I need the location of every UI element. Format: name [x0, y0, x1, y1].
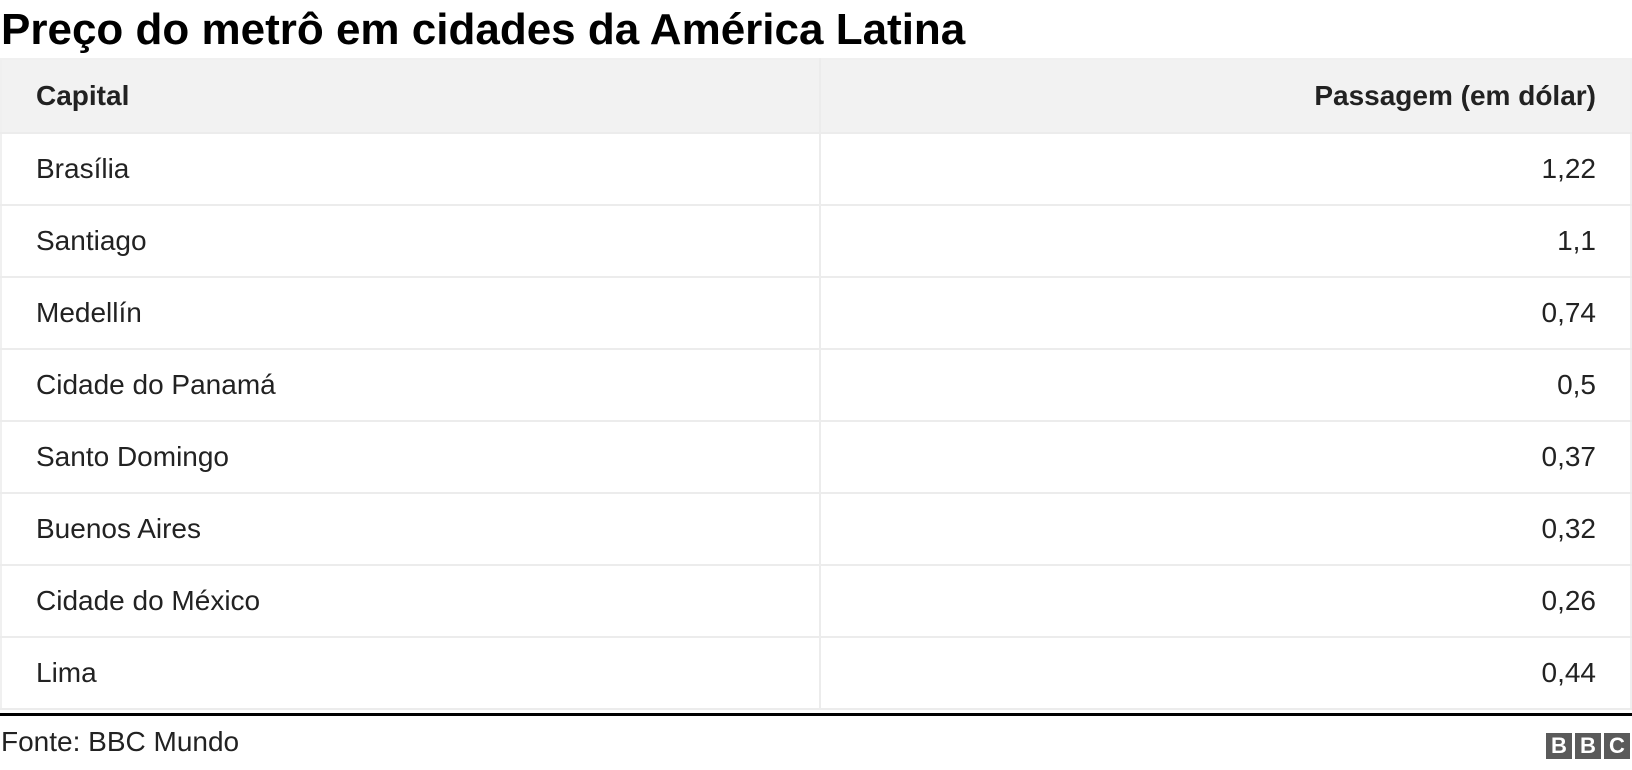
cell-capital: Santiago [1, 205, 821, 278]
table-row: Brasília 1,22 [1, 133, 1631, 206]
cell-fare: 0,44 [820, 637, 1631, 710]
cell-fare: 0,37 [820, 421, 1631, 494]
table-header-row: Capital Passagem (em dólar) [1, 59, 1631, 134]
cell-capital: Brasília [1, 133, 821, 206]
cell-capital: Medellín [1, 277, 821, 350]
cell-fare: 0,32 [820, 493, 1631, 566]
table-row: Lima 0,44 [1, 637, 1631, 710]
table-row: Buenos Aires 0,32 [1, 493, 1631, 566]
table-row: Cidade do México 0,26 [1, 565, 1631, 638]
cell-capital: Buenos Aires [1, 493, 821, 566]
table-row: Santiago 1,1 [1, 205, 1631, 278]
bbc-logo: B B C [1546, 733, 1630, 759]
cell-fare: 0,26 [820, 565, 1631, 638]
cell-capital: Santo Domingo [1, 421, 821, 494]
cell-capital: Cidade do Panamá [1, 349, 821, 422]
column-header-fare: Passagem (em dólar) [820, 59, 1631, 134]
page-title: Preço do metrô em cidades da América Lat… [1, 5, 966, 54]
cell-fare: 1,1 [820, 205, 1631, 278]
footer-divider [0, 713, 1632, 716]
column-header-capital: Capital [1, 59, 821, 134]
cell-capital: Lima [1, 637, 821, 710]
logo-letter: B [1575, 733, 1601, 759]
source-note: Fonte: BBC Mundo [1, 726, 240, 757]
cell-fare: 0,5 [820, 349, 1631, 422]
cell-capital: Cidade do México [1, 565, 821, 638]
table-row: Santo Domingo 0,37 [1, 421, 1631, 494]
cell-fare: 1,22 [820, 133, 1631, 206]
price-table: Capital Passagem (em dólar) Brasília 1,22… [0, 58, 1632, 710]
cell-fare: 0,74 [820, 277, 1631, 350]
logo-letter: C [1604, 733, 1630, 759]
logo-letter: B [1546, 733, 1572, 759]
table-row: Cidade do Panamá 0,5 [1, 349, 1631, 422]
table-row: Medellín 0,74 [1, 277, 1631, 350]
